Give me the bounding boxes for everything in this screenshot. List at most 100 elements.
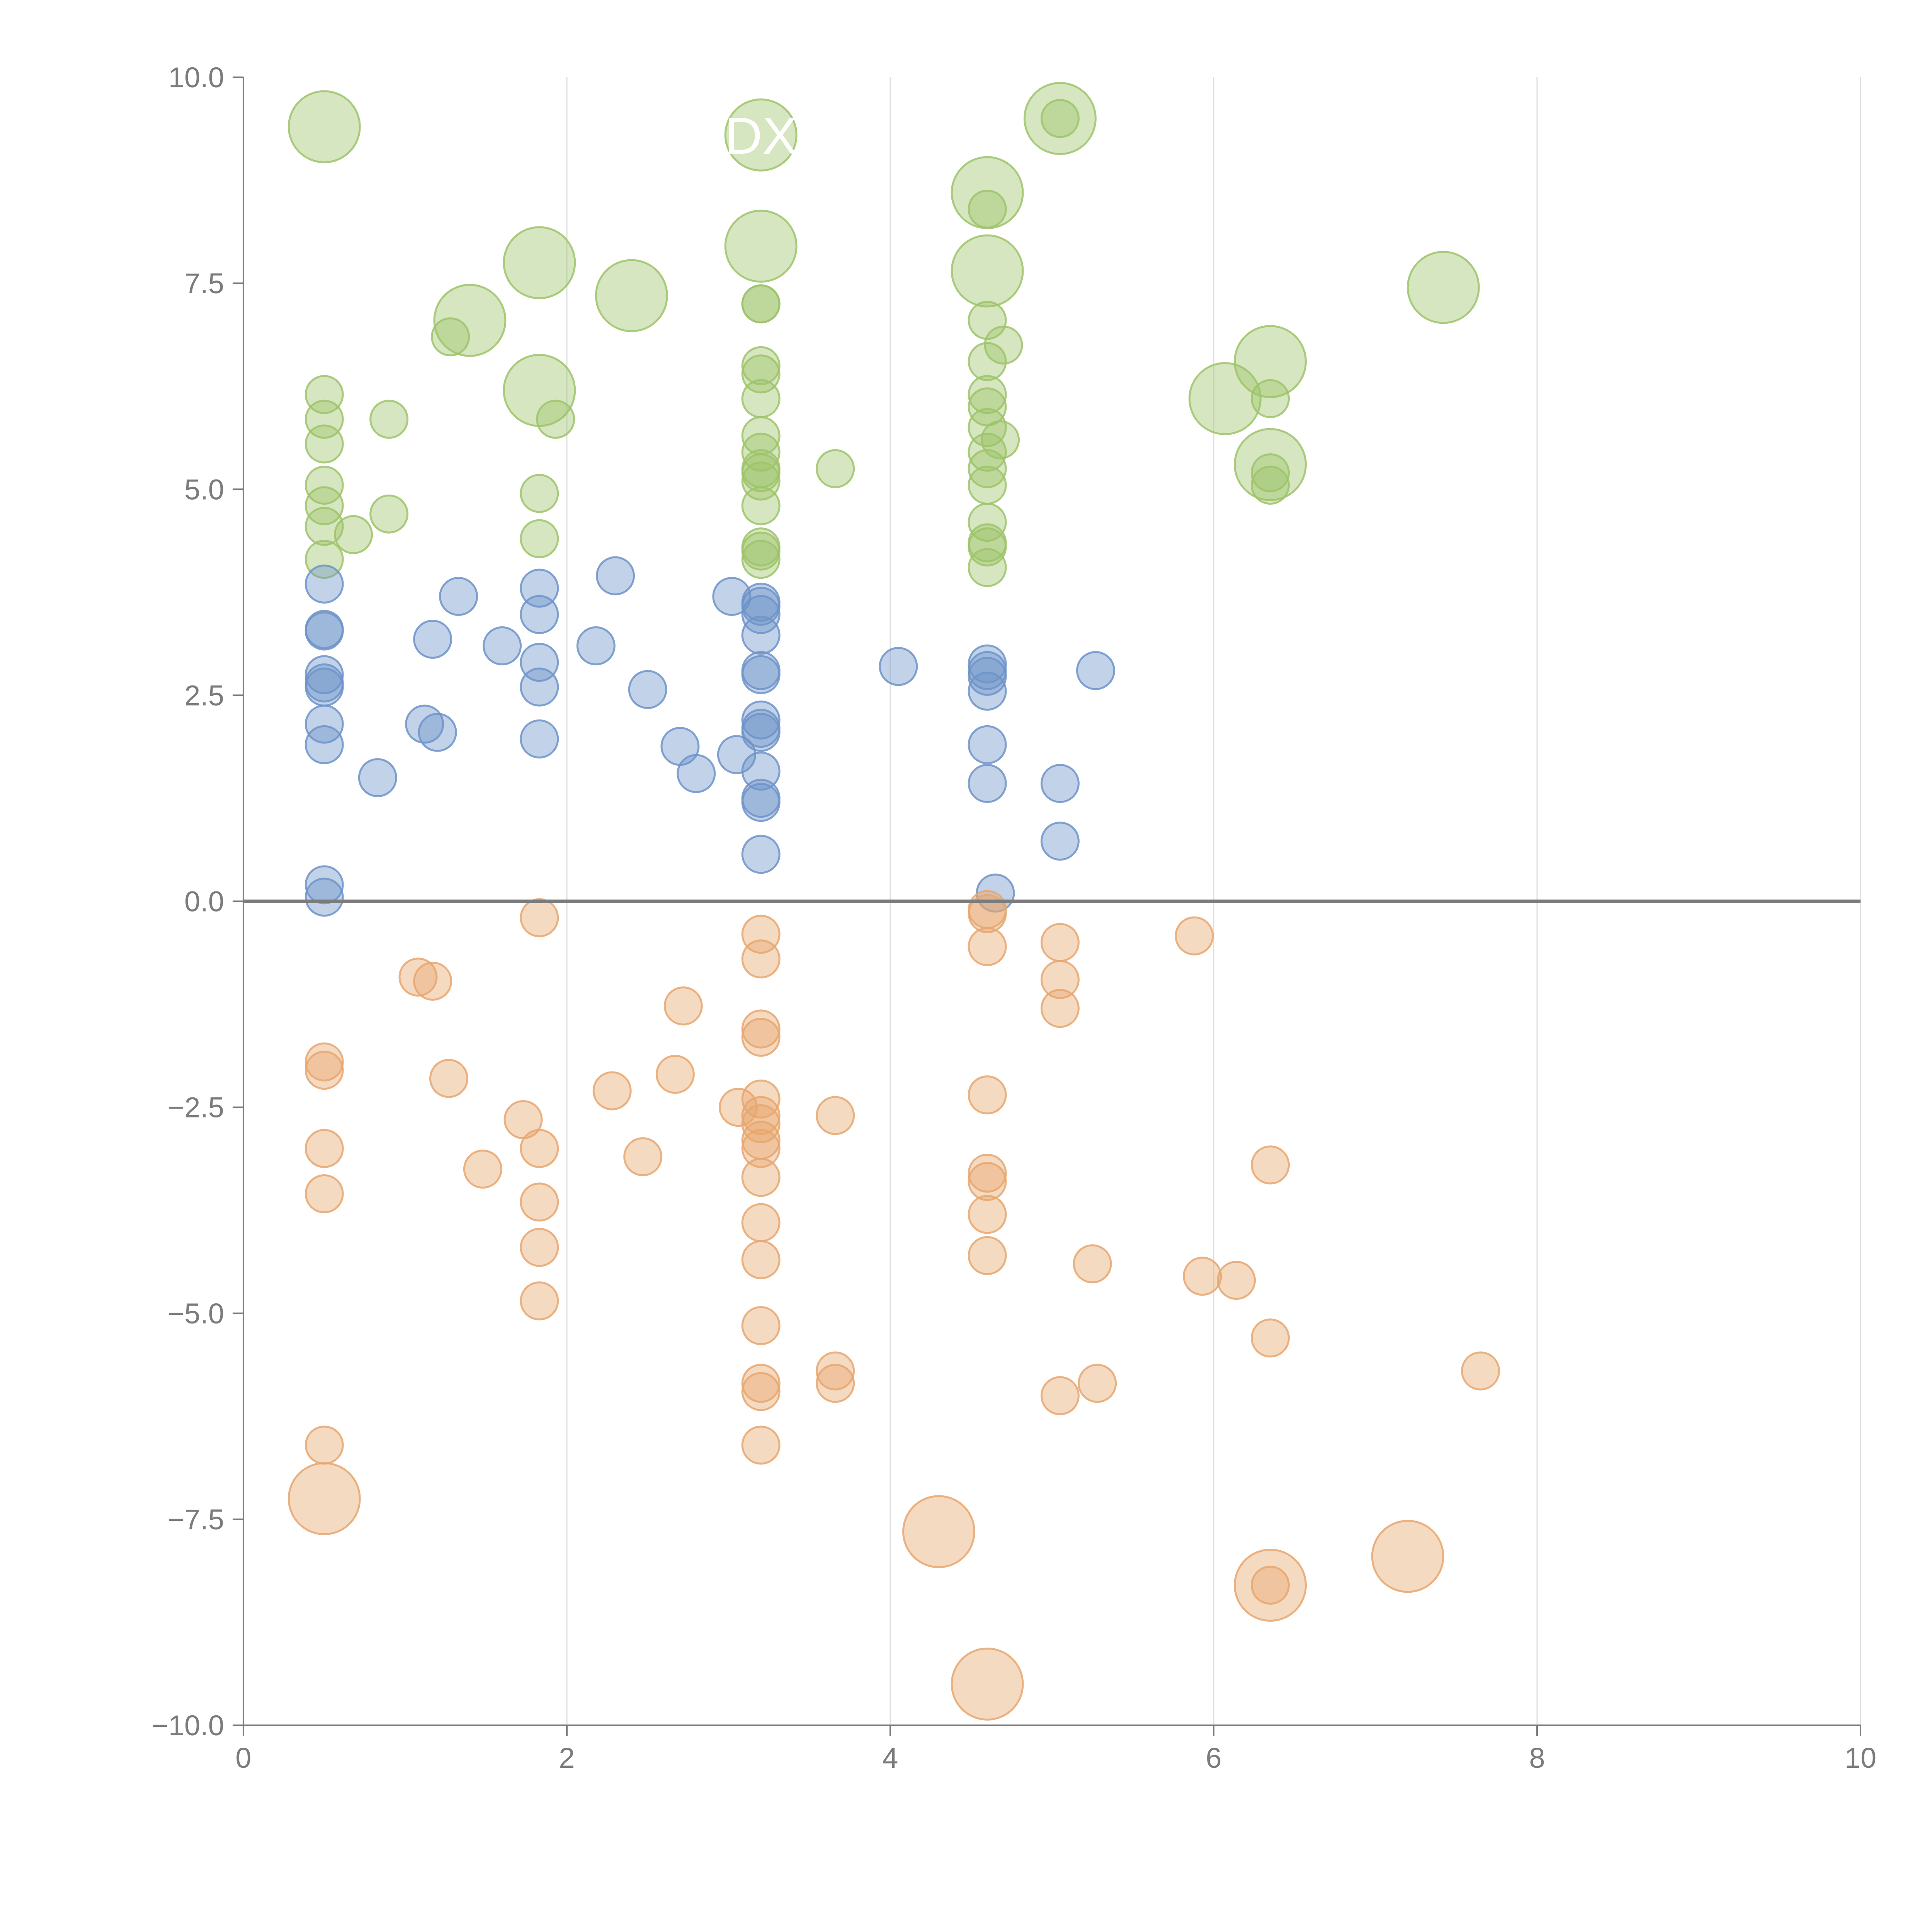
blue-point: [418, 713, 457, 752]
x-tick-label: 6: [1206, 1742, 1221, 1774]
blue-point: [304, 725, 344, 764]
green-point: [968, 527, 1007, 567]
orange-point: [520, 1281, 559, 1321]
x-tick-label: 2: [559, 1742, 575, 1774]
green-point: [334, 515, 373, 554]
y-tick-label: −5.0: [168, 1298, 224, 1330]
orange-point: [1250, 1145, 1290, 1185]
orange-point: [1040, 989, 1080, 1028]
green-point: [741, 531, 781, 571]
orange-point: [398, 957, 438, 997]
orange-point: [304, 1425, 344, 1465]
green-point: [431, 317, 470, 357]
orange-point: [741, 1240, 781, 1279]
orange-point: [741, 1129, 781, 1168]
orange-point: [741, 1425, 781, 1465]
orange-point: [1371, 1520, 1444, 1593]
annotations-layer: DX: [724, 107, 797, 165]
orange-point: [741, 1203, 781, 1242]
points-layer: [287, 82, 1500, 1721]
orange-point: [1250, 1565, 1290, 1605]
orange-point: [592, 1071, 632, 1111]
green-point: [816, 449, 855, 488]
orange-point: [623, 1137, 663, 1177]
blue-point: [1076, 651, 1115, 690]
green-point: [968, 466, 1007, 505]
orange-point: [741, 1306, 781, 1345]
orange-point: [719, 1088, 758, 1127]
blue-point: [968, 672, 1007, 711]
blue-point: [304, 878, 344, 917]
green-point: [968, 548, 1007, 587]
green-point: [1250, 453, 1290, 493]
green-point: [968, 189, 1007, 229]
orange-point: [1183, 1257, 1222, 1296]
green-point: [433, 284, 507, 357]
blue-point: [741, 655, 781, 694]
orange-point: [1078, 1364, 1117, 1403]
blue-point: [520, 595, 559, 634]
orange-point: [520, 1182, 559, 1222]
orange-point: [463, 1150, 502, 1189]
orange-point: [816, 1364, 855, 1403]
blue-point: [304, 704, 344, 744]
green-point: [287, 90, 361, 163]
orange-point: [304, 1042, 344, 1082]
orange-point: [520, 1129, 559, 1168]
green-point: [968, 449, 1007, 488]
orange-point: [413, 961, 452, 1001]
orange-point: [304, 1129, 344, 1168]
green-point: [1250, 379, 1290, 418]
orange-point: [741, 1364, 781, 1403]
orange-point: [816, 1351, 855, 1391]
orange-point: [741, 939, 781, 979]
blue-point: [741, 752, 781, 791]
green-point: [741, 486, 781, 526]
orange-point: [1175, 916, 1214, 956]
x-tick-label: 10: [1845, 1742, 1876, 1774]
y-tick-label: −7.5: [168, 1503, 224, 1536]
y-tick-label: 7.5: [184, 267, 224, 299]
green-point: [741, 540, 781, 579]
orange-point: [304, 1174, 344, 1214]
blue-point: [304, 611, 344, 651]
green-point: [951, 234, 1024, 308]
orange-point: [1040, 960, 1080, 999]
blue-point: [304, 667, 344, 707]
blue-point: [1040, 821, 1080, 861]
green-point: [536, 400, 575, 439]
green-point: [304, 424, 344, 464]
green-point: [1040, 99, 1080, 138]
blue-point: [741, 713, 781, 752]
orange-point: [741, 1009, 781, 1049]
blue-point: [439, 577, 478, 616]
x-tick-label: 4: [882, 1742, 898, 1774]
orange-point: [1040, 1376, 1080, 1415]
x-tick-label: 8: [1529, 1742, 1545, 1774]
green-point: [741, 379, 781, 418]
orange-point: [1217, 1260, 1256, 1300]
green-point: [724, 98, 798, 172]
green-point: [304, 507, 344, 546]
green-point: [1233, 325, 1307, 398]
y-tick-label: 10.0: [168, 61, 224, 94]
green-point: [741, 346, 781, 385]
orange-point: [968, 1075, 1007, 1115]
green-point: [369, 400, 409, 439]
blue-point: [413, 619, 452, 659]
blue-point: [596, 556, 635, 595]
orange-point: [520, 898, 559, 937]
orange-point: [287, 1462, 361, 1536]
green-point: [520, 519, 559, 558]
green-point: [741, 432, 781, 472]
blue-point: [304, 865, 344, 905]
green-point: [304, 486, 344, 526]
blue-point: [712, 577, 752, 616]
green-point: [968, 375, 1007, 414]
blue-point: [741, 783, 781, 822]
y-tick-label: 2.5: [184, 679, 224, 711]
blue-point: [741, 595, 781, 634]
blue-point: [968, 764, 1007, 803]
blue-point: [968, 656, 1007, 696]
blue-point: [483, 626, 522, 665]
